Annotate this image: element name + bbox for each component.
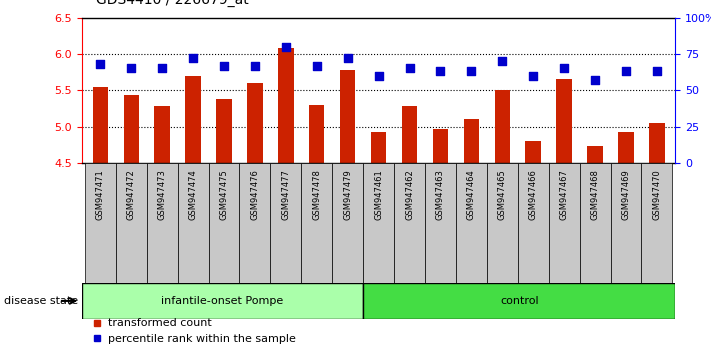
Point [280, 44, 292, 50]
Text: GSM947476: GSM947476 [250, 169, 260, 220]
Text: GSM947465: GSM947465 [498, 169, 507, 219]
Text: GSM947472: GSM947472 [127, 169, 136, 219]
Bar [557, 79, 572, 163]
Bar [371, 132, 386, 163]
Text: GSM947462: GSM947462 [405, 169, 414, 219]
Bar [85, 163, 116, 283]
Text: control: control [500, 296, 538, 306]
Point [651, 69, 663, 74]
Point [188, 56, 199, 61]
Legend: transformed count, percentile rank within the sample: transformed count, percentile rank withi… [87, 314, 301, 348]
Text: GSM947463: GSM947463 [436, 169, 445, 220]
Point [342, 56, 353, 61]
Point [528, 73, 539, 79]
Text: GSM947467: GSM947467 [560, 169, 569, 220]
Text: GSM947478: GSM947478 [312, 169, 321, 220]
Bar [178, 163, 208, 283]
Bar [146, 163, 178, 283]
Text: GSM947469: GSM947469 [621, 169, 631, 219]
Bar [394, 163, 425, 283]
Bar [363, 163, 394, 283]
Bar [425, 163, 456, 283]
Point [466, 69, 477, 74]
Point [620, 69, 631, 74]
Text: GSM947471: GSM947471 [96, 169, 105, 219]
Bar [649, 123, 665, 163]
Point [156, 65, 168, 71]
Text: GSM947461: GSM947461 [374, 169, 383, 219]
Point [558, 65, 570, 71]
Bar [278, 48, 294, 163]
Bar [495, 90, 510, 163]
Point [589, 77, 601, 83]
Bar [116, 163, 146, 283]
Bar [332, 163, 363, 283]
Point [404, 65, 415, 71]
Text: GSM947473: GSM947473 [158, 169, 166, 220]
Bar [240, 163, 270, 283]
Text: GSM947474: GSM947474 [188, 169, 198, 219]
Text: GSM947464: GSM947464 [467, 169, 476, 219]
Bar [301, 163, 332, 283]
Bar [186, 76, 201, 163]
Point [434, 69, 446, 74]
Point [218, 63, 230, 68]
Bar [340, 70, 356, 163]
Bar [464, 119, 479, 163]
Bar [619, 132, 634, 163]
Bar [402, 106, 417, 163]
Bar [363, 283, 675, 319]
Bar [641, 163, 673, 283]
Point [95, 61, 106, 67]
Bar [611, 163, 641, 283]
Bar [247, 83, 262, 163]
Bar [549, 163, 579, 283]
Bar [124, 95, 139, 163]
Bar [587, 146, 603, 163]
Text: disease state: disease state [4, 296, 77, 306]
Point [126, 65, 137, 71]
Bar [208, 163, 240, 283]
Text: GSM947477: GSM947477 [282, 169, 290, 220]
Text: GSM947466: GSM947466 [529, 169, 538, 220]
Text: GSM947470: GSM947470 [653, 169, 661, 219]
Bar [270, 163, 301, 283]
Bar [518, 163, 549, 283]
Bar [309, 105, 324, 163]
Point [250, 63, 261, 68]
Bar [487, 163, 518, 283]
Text: GDS4410 / 226679_at: GDS4410 / 226679_at [96, 0, 249, 7]
Bar [456, 163, 487, 283]
Text: infantile-onset Pompe: infantile-onset Pompe [161, 296, 284, 306]
Bar [433, 129, 448, 163]
Point [311, 63, 323, 68]
Bar [92, 87, 108, 163]
Text: GSM947468: GSM947468 [591, 169, 599, 220]
Point [373, 73, 384, 79]
Text: GSM947479: GSM947479 [343, 169, 352, 219]
Bar [579, 163, 611, 283]
Bar [82, 283, 363, 319]
Bar [525, 141, 541, 163]
Text: GSM947475: GSM947475 [220, 169, 228, 219]
Bar [154, 106, 170, 163]
Point [496, 58, 508, 64]
Bar [216, 99, 232, 163]
